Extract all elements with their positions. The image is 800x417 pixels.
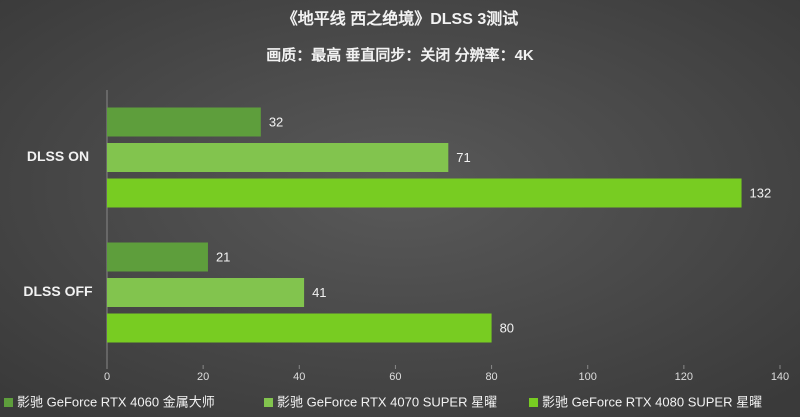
legend-marker [264,398,273,407]
value-label: 41 [312,285,326,300]
x-tick-label: 0 [104,371,110,383]
x-tick-label: 140 [771,371,789,383]
value-label: 80 [500,320,514,335]
x-tick-label: 20 [197,371,209,383]
bar [107,242,208,272]
chart-title: 《地平线 西之绝境》DLSS 3测试 [282,9,518,28]
legend-label: 影驰 GeForce RTX 4070 SUPER 星曜 [277,394,497,409]
x-tick-label: 100 [579,371,597,383]
bar [107,143,449,172]
value-label: 32 [269,114,283,129]
legend-marker [4,398,13,407]
category-label: DLSS OFF [23,283,93,299]
x-tick-label: 80 [485,371,497,383]
legend-marker [529,398,538,407]
x-tick-label: 60 [389,371,401,383]
chart-subtitle: 画质：最高 垂直同步：关闭 分辨率：4K [266,46,534,64]
value-label: 71 [456,150,470,165]
legend-label: 影驰 GeForce RTX 4060 金属大师 [17,394,215,409]
category-label: DLSS ON [27,148,89,164]
bar [107,278,305,307]
bar [107,313,492,343]
value-label: 21 [216,249,230,264]
legend-label: 影驰 GeForce RTX 4080 SUPER 星曜 [542,394,762,409]
value-label: 132 [750,185,772,200]
x-tick-label: 120 [675,371,693,383]
bar [107,178,742,208]
x-tick-label: 40 [293,371,305,383]
bar [107,107,261,137]
